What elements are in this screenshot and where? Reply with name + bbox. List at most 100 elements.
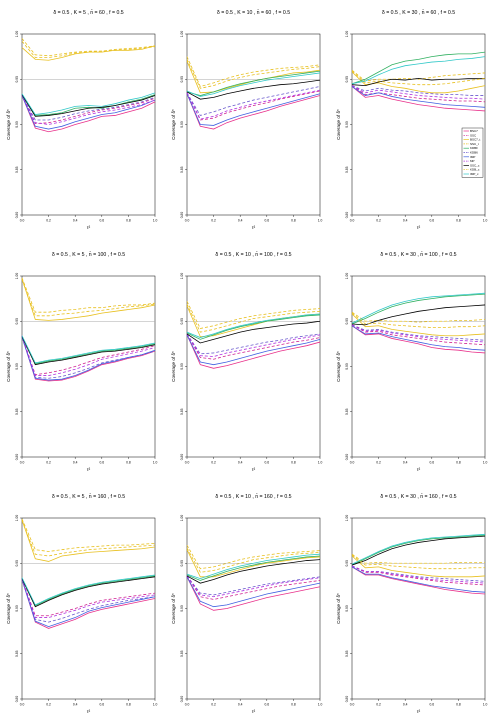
x-axis-label: τ² [87,225,91,230]
chart-svg: δ = 0.5 , K = 5 , n̄ = 60 , f = 0.50.800… [6,9,157,230]
x-tick-label: 0.8 [456,703,461,707]
y-tick-label: 0.90 [345,605,349,612]
x-tick-label: 0.4 [73,461,78,465]
series-line-imp-c [186,72,321,97]
x-tick-label: 0.0 [185,219,190,223]
x-tick-label: 0.2 [376,219,381,223]
x-axis-label: τ² [252,709,256,714]
legend-box [461,127,484,178]
series-line-mp [21,578,156,618]
x-tick-label: 0.4 [73,703,78,707]
x-tick-label: 0.4 [238,219,243,223]
series-line-ssc-t [21,277,156,313]
series-line-imp-c [351,533,486,565]
series-line-bsc7-t [351,313,486,337]
x-tick-label: 0.6 [100,461,105,465]
series-line-bsc7 [21,579,156,629]
y-tick-label: 0.95 [180,76,184,83]
x-tick-label: 0.4 [403,219,408,223]
x-tick-label: 1.0 [153,703,158,707]
x-tick-label: 0.6 [265,703,270,707]
plot-frame [186,33,321,216]
x-tick-label: 0.6 [430,461,435,465]
chart-title: δ = 0.5 , K = 30 , n̄ = 100 , f = 0.5 [380,251,456,258]
series-line-imp [351,325,486,351]
y-tick-label: 0.95 [180,560,184,567]
y-axis-label: Coverage of δ* [171,351,176,382]
y-tick-label: 0.85 [345,166,349,173]
series-line-ssc [21,578,156,617]
x-tick-label: 0.2 [211,703,216,707]
chart-svg: δ = 0.5 , K = 10 , n̄ = 60 , f = 0.50.80… [171,9,322,230]
y-tick-label: 1.00 [15,31,19,38]
x-tick-label: 0.0 [350,461,355,465]
y-axis-label: Coverage of δ* [6,351,11,382]
y-tick-label: 1.00 [345,273,349,280]
y-axis-label: Coverage of δ* [6,109,11,140]
chart-svg: δ = 0.5 , K = 30 , n̄ = 100 , f = 0.5 0.8… [336,251,488,472]
x-axis-label: τ² [417,467,421,472]
y-tick-label: 0.80 [15,696,19,703]
series-line-bsc7-t [21,278,156,321]
y-tick-label: 0.90 [15,121,19,128]
x-tick-label: 0.0 [20,461,25,465]
x-tick-label: 0.2 [46,461,51,465]
series-line-imp [21,336,156,381]
plot-frame [21,517,156,700]
x-tick-label: 0.0 [185,461,190,465]
chart-title: δ = 0.5 , K = 5 , n̄ = 160 , f = 0.5 [52,493,125,500]
y-tick-label: 0.85 [15,166,19,173]
series-line-mp [186,575,321,598]
x-tick-label: 0.0 [350,219,355,223]
series-line-kdb-c [351,70,486,86]
series-line-kdb6 [21,579,156,623]
series-line-imp-c [351,292,486,324]
legend-label: SSC_c [470,163,480,167]
chart-panel: δ = 0.5 , K = 10 , n̄ = 60 , f = 0.5 0.80… [165,0,330,242]
x-tick-label: 1.0 [483,703,488,707]
y-tick-label: 0.80 [180,212,184,219]
y-tick-label: 0.90 [15,363,19,370]
series-line-ssc [21,94,156,125]
plot-frame [186,517,321,700]
series-line-kdbf [21,575,156,607]
y-tick-label: 1.00 [180,273,184,280]
series-line-bsc7-t [21,519,156,562]
plot-frame [21,33,156,216]
series-line-bsc7 [186,93,321,130]
series-line-ssc-c [351,535,486,566]
series-line-ssc [186,333,321,360]
series-line-kdbf [21,94,156,116]
y-tick-label: 0.95 [180,318,184,325]
series-line-imp [351,86,486,108]
series-line-kdb-c [21,279,156,317]
y-tick-label: 0.85 [180,166,184,173]
series-line-ssc-c [21,336,156,366]
chart-panel: δ = 0.5 , K = 5 , n̄ = 100 , f = 0.5 0.80… [0,242,165,484]
series-line-bsc7 [351,566,486,595]
chart-panel: δ = 0.5 , K = 30 , n̄ = 160 , f = 0.5 0.8… [330,484,495,726]
x-axis-label: τ² [417,709,421,714]
y-tick-label: 0.85 [345,408,349,415]
y-tick-label: 0.90 [345,363,349,370]
y-axis-label: Coverage of δ* [171,109,176,140]
x-tick-label: 0.8 [456,219,461,223]
series-line-kdb6 [351,85,485,96]
x-tick-label: 0.2 [376,461,381,465]
x-tick-label: 0.6 [430,703,435,707]
y-axis-label: Coverage of δ* [6,593,11,624]
series-line-kdbf [351,293,486,325]
x-tick-label: 0.2 [211,461,216,465]
series-line-kdb6 [186,333,321,355]
series-line-mp [21,94,156,125]
x-tick-label: 0.4 [238,461,243,465]
series-line-kdb-c [186,303,321,333]
series-line-imp-c [21,92,156,115]
series-line-imp-c [21,335,156,364]
legend-label: MP [470,159,475,163]
legend-label: BSC7_t [470,138,481,142]
x-tick-label: 1.0 [483,461,488,465]
x-tick-label: 0.4 [73,219,78,223]
y-tick-label: 0.85 [180,650,184,657]
y-axis-label: Coverage of δ* [336,109,341,140]
